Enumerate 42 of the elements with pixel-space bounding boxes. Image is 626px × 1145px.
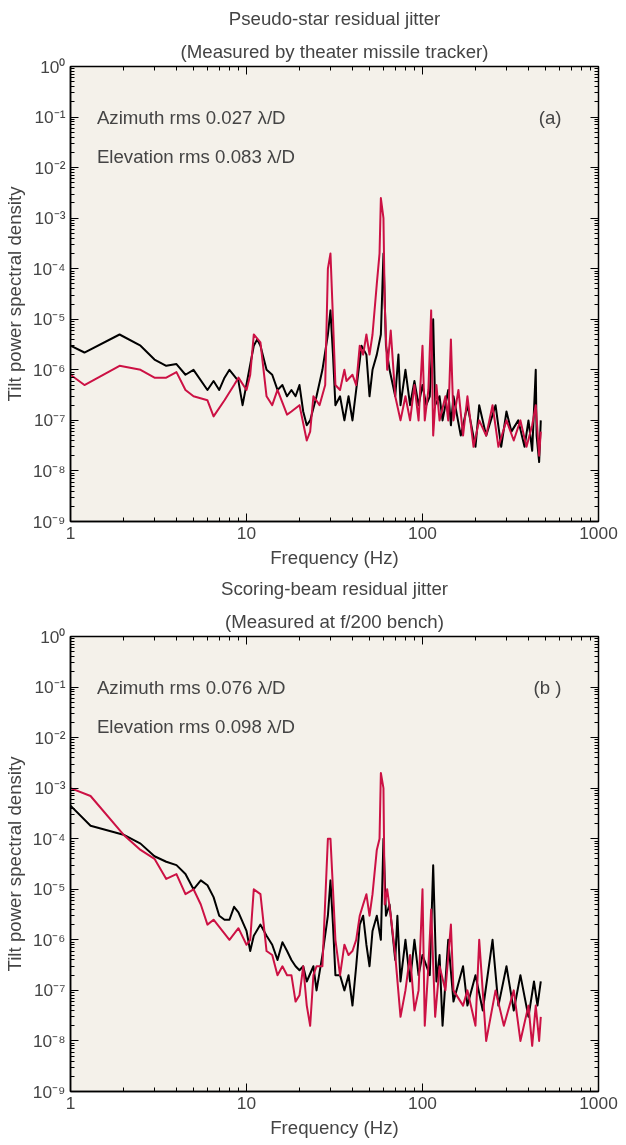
y-tick-label: 10⁻⁸: [32, 1030, 66, 1051]
y-tick-label: 10⁻³: [34, 778, 66, 799]
chart-title: Scoring-beam residual jitter: [220, 577, 449, 599]
x-tick-label: 100: [408, 522, 437, 543]
y-tick-label: 10⁻⁶: [33, 359, 66, 380]
y-axis-title: Tilt power spectral density: [3, 755, 25, 972]
y-tick-label: 10⁻⁵: [33, 879, 66, 900]
x-tick-label: 1: [65, 522, 76, 543]
chart-subtitle: (Measured by theater missile tracker): [180, 40, 489, 62]
y-tick-label: 10⁻¹: [34, 107, 66, 128]
y-tick-label: 10⁰: [40, 56, 66, 77]
y-tick-label: 10⁻⁹: [32, 511, 66, 532]
y-tick-label: 10⁻⁴: [32, 828, 66, 849]
x-tick-label: 1000: [579, 522, 618, 543]
chart-subtitle: (Measured at f/200 bench): [225, 610, 444, 632]
y-tick-label: 10⁻⁵: [33, 309, 66, 330]
annotation: Elevation rms 0.098 λ/D: [96, 715, 295, 737]
x-tick-label: 10: [236, 1092, 257, 1113]
annotation: Azimuth rms 0.076 λ/D: [96, 676, 286, 698]
x-axis-title: Frequency (Hz): [270, 1116, 399, 1138]
y-tick-label: 10⁻¹: [34, 677, 66, 698]
annotation: (b ): [533, 676, 562, 698]
y-tick-label: 10⁻⁹: [32, 1081, 66, 1102]
x-tick-label: 100: [408, 1092, 437, 1113]
y-tick-label: 10⁰: [40, 626, 66, 647]
x-tick-label: 1000: [579, 1092, 618, 1113]
y-tick-label: 10⁻²: [34, 727, 66, 748]
x-tick-label: 10: [236, 522, 257, 543]
y-tick-label: 10⁻²: [34, 157, 66, 178]
y-axis-title: Tilt power spectral density: [3, 185, 25, 402]
y-tick-label: 10⁻⁷: [33, 980, 66, 1001]
chart-title: Pseudo-star residual jitter: [228, 7, 441, 29]
y-tick-label: 10⁻³: [34, 208, 66, 229]
y-tick-label: 10⁻⁸: [32, 460, 66, 481]
y-tick-label: 10⁻⁶: [33, 929, 66, 950]
y-tick-label: 10⁻⁷: [33, 410, 66, 431]
x-axis-title: Frequency (Hz): [270, 546, 399, 568]
annotation: Elevation rms 0.083 λ/D: [96, 145, 295, 167]
x-tick-label: 1: [65, 1092, 76, 1113]
annotation: Azimuth rms 0.027 λ/D: [96, 106, 286, 128]
annotation: (a): [538, 106, 562, 128]
y-tick-label: 10⁻⁴: [32, 258, 66, 279]
